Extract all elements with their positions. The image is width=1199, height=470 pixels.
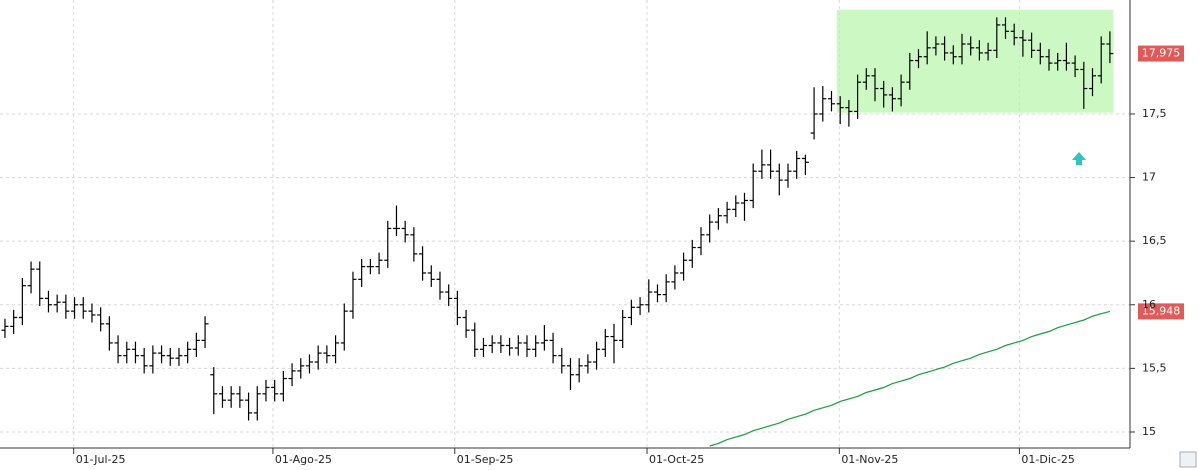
x-tick-label: 01-Oct-25 [649,453,704,466]
x-tick-label: 01-Dic-25 [1021,453,1075,466]
last-value-box [1138,45,1184,62]
y-tick-label: 16,5 [1142,234,1167,247]
last-value-box [1138,303,1184,320]
signal-arrow [1072,152,1086,165]
y-tick-label: 17 [1142,171,1156,184]
x-tick-label: 01-Nov-25 [841,453,898,466]
plot-area [0,0,1130,448]
highlight-zone [836,9,1114,113]
x-tick-label: 01-Sep-25 [457,453,514,466]
y-tick-label: 15,5 [1142,361,1167,374]
corner-icon [1179,451,1197,468]
last-value-label: 15,948 [1142,304,1181,317]
last-value-label: 17,975 [1142,47,1181,60]
y-tick-label: 15 [1142,425,1156,438]
y-tick-label: 16 [1142,298,1156,311]
x-tick-label: 01-Jul-25 [76,453,126,466]
overlay: 17,975 15,948 [1138,45,1184,320]
moving-average [709,310,1111,447]
y-tick-label: 17,5 [1142,107,1167,120]
x-tick-label: 01-Ago-25 [275,453,332,466]
